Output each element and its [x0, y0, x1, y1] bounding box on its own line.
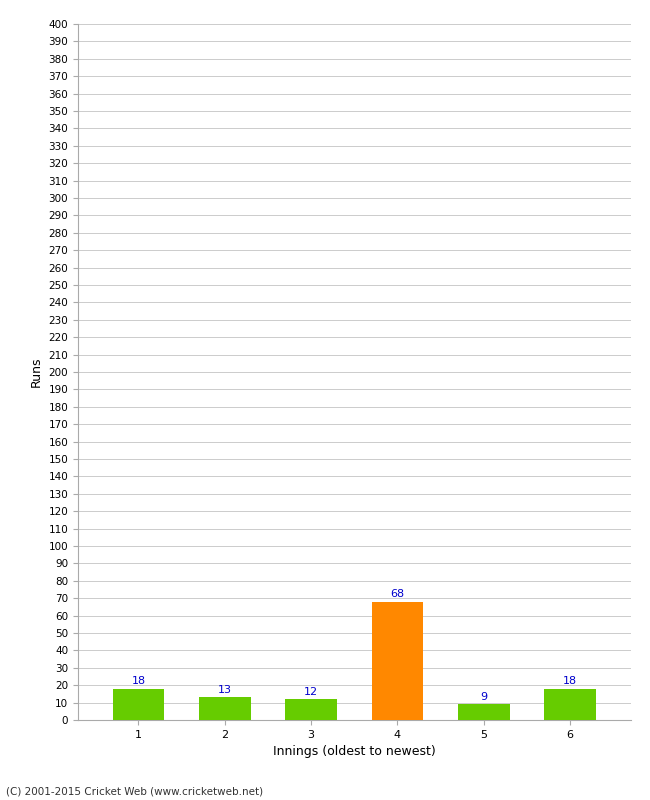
Text: 9: 9 — [480, 692, 488, 702]
Bar — [285, 699, 337, 720]
Bar — [112, 689, 164, 720]
X-axis label: Innings (oldest to newest): Innings (oldest to newest) — [273, 746, 436, 758]
Text: 18: 18 — [131, 676, 146, 686]
Text: 18: 18 — [563, 676, 577, 686]
Bar — [458, 704, 510, 720]
Text: 68: 68 — [391, 589, 404, 599]
Y-axis label: Runs: Runs — [30, 357, 43, 387]
Bar — [544, 689, 596, 720]
Text: 12: 12 — [304, 686, 318, 697]
Text: 13: 13 — [218, 685, 232, 694]
Bar — [199, 698, 251, 720]
Text: (C) 2001-2015 Cricket Web (www.cricketweb.net): (C) 2001-2015 Cricket Web (www.cricketwe… — [6, 786, 264, 796]
Bar — [372, 602, 423, 720]
